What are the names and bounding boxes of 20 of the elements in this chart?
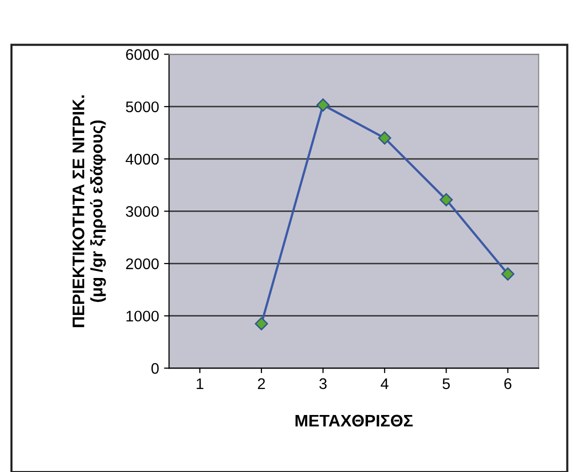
- y-tick-label: 0: [151, 363, 159, 374]
- point: [440, 193, 453, 206]
- x-tick-label: 4: [380, 378, 388, 389]
- x-tick-label: 5: [442, 378, 450, 390]
- x-tick-label: 2: [258, 378, 265, 389]
- y-tick-label: 5000: [126, 101, 159, 112]
- y-tick-label: 6000: [126, 49, 159, 60]
- y-axis-title: ΠΕΡΙΕΚΤΙΚΟΤΗΤΑ ΣΕ ΝΙΤΡΙΚ. (μg /gr ξηρού εδάφους): [72, 95, 106, 328]
- y-tick-label: 1000: [126, 310, 159, 322]
- y-tick-label: 4000: [126, 154, 159, 165]
- y-tick-label: 3000: [126, 206, 159, 217]
- point: [378, 131, 392, 145]
- x-tick-label: 1: [196, 378, 204, 389]
- y-tick-label: 2000: [126, 258, 159, 270]
- point: [254, 317, 268, 330]
- x-axis-title: ΜΕΤΑΧΘΡΙΣΘΣ: [296, 414, 413, 427]
- x-tick-label: 3: [319, 378, 327, 390]
- point: [501, 267, 514, 281]
- x-tick-label: 6: [504, 378, 512, 390]
- point: [316, 98, 330, 112]
